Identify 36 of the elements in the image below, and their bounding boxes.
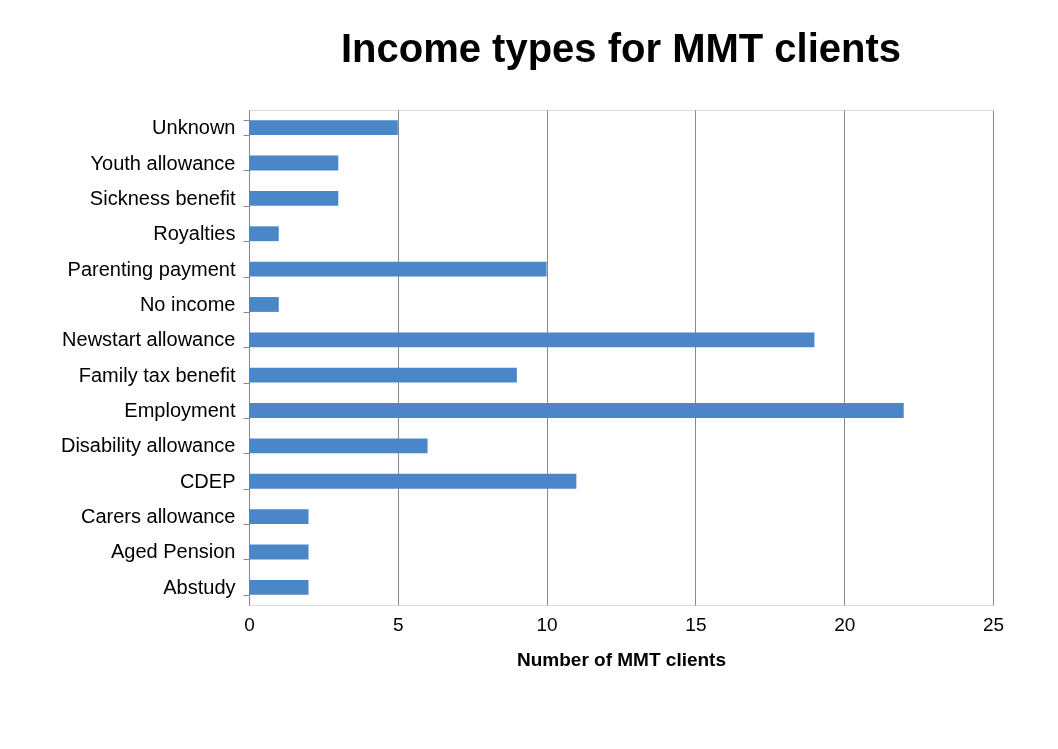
y-tick-label: Carers allowance (80, 505, 236, 528)
bar (249, 438, 428, 454)
bar (249, 509, 309, 525)
bar (249, 120, 398, 136)
y-tick-label: Employment (124, 399, 236, 422)
y-tick-label: Unknown (152, 116, 236, 139)
x-tick-label: 20 (834, 613, 856, 635)
bar (249, 297, 279, 312)
bar (249, 261, 547, 277)
y-tick-label: Sickness benefit (89, 186, 236, 209)
chart-title: Income types for MMT clients (340, 26, 902, 70)
bar (249, 579, 309, 595)
x-tick-label: 10 (536, 613, 558, 635)
bar (249, 155, 339, 171)
bar (249, 226, 279, 242)
bar (249, 403, 904, 418)
y-tick-label: Family tax benefit (78, 363, 236, 386)
bar (249, 190, 339, 206)
bar (249, 367, 517, 383)
y-tick-label: Royalties (153, 222, 236, 245)
y-tick-label: Aged Pension (110, 540, 236, 563)
x-tick-label: 25 (982, 613, 1005, 635)
y-tick-label: No income (139, 292, 236, 315)
bar (249, 544, 309, 560)
x-tick-label: 0 (244, 613, 255, 635)
y-tick-label: Youth allowance (90, 151, 236, 174)
y-tick-label: Disability allowance (60, 434, 236, 457)
x-tick-label: 5 (393, 613, 404, 635)
x-axis-title: Number of MMT clients (516, 648, 727, 670)
bar (249, 332, 815, 348)
x-tick-label: 15 (685, 613, 707, 635)
y-tick-label: Abstudy (163, 575, 236, 598)
y-tick-label: Parenting payment (67, 257, 236, 280)
bar (249, 473, 577, 489)
y-tick-label: Newstart allowance (62, 328, 236, 351)
y-tick-label: CDEP (179, 469, 236, 492)
